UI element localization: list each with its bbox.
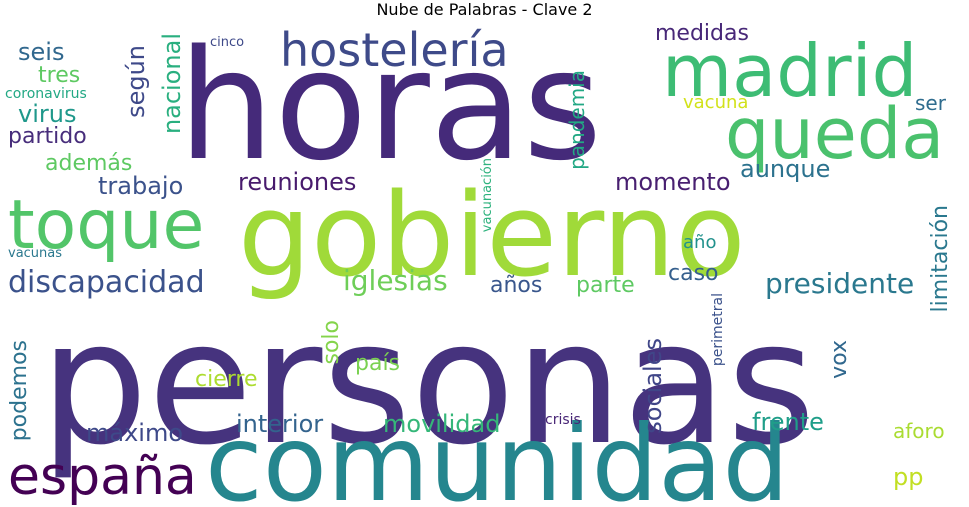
- word-cinco: cinco: [210, 35, 244, 50]
- word-limitacion: limitación: [928, 205, 953, 313]
- word-pandemia: pandemia: [565, 70, 589, 170]
- word-segun: según: [122, 45, 150, 118]
- word-sociales: sociales: [639, 338, 667, 434]
- word-espana: españa: [8, 447, 197, 507]
- word-gobierno: gobierno: [238, 169, 746, 303]
- word-comunidad: comunidad: [205, 403, 789, 507]
- word-solo: solo: [319, 320, 344, 365]
- word-toque: toque: [8, 186, 204, 265]
- word-ser: ser: [915, 91, 947, 115]
- word-perimetral: perimetral: [710, 293, 726, 366]
- word-personas: personas: [40, 285, 815, 483]
- word-horas: horas: [178, 17, 602, 194]
- word-medidas: medidas: [655, 21, 749, 46]
- word-maximo: máximo: [86, 419, 183, 447]
- word-cierre: cierre: [195, 367, 258, 392]
- word-vox: vox: [827, 340, 852, 379]
- word-nacional: nacional: [158, 33, 186, 134]
- word-virus: virus: [18, 100, 76, 128]
- word-discapacidad: discapacidad: [8, 265, 205, 300]
- word-tres: tres: [38, 63, 80, 88]
- word-vacunacion: vacunación: [480, 158, 495, 232]
- figure-title: Nube de Palabras - Clave 2: [376, 0, 593, 19]
- word-pp: pp: [893, 463, 923, 491]
- word-momento: momento: [615, 168, 731, 196]
- word-aforo: aforo: [893, 419, 945, 443]
- word-caso: caso: [668, 261, 719, 286]
- word-crisis: crisis: [545, 412, 581, 428]
- word-iglesias: iglesias: [343, 264, 448, 297]
- word-frente: frente: [752, 408, 824, 436]
- word-madrid: madrid: [662, 29, 917, 113]
- word-aunque: aunque: [740, 155, 830, 183]
- word-anos: años: [490, 273, 542, 298]
- word-reuniones: reuniones: [238, 168, 356, 196]
- word-vacuna: vacuna: [683, 92, 748, 113]
- word-interior: interior: [236, 410, 323, 438]
- word-movilidad: movilidad: [383, 410, 500, 438]
- word-parte: parte: [576, 273, 635, 298]
- word-ano: año: [683, 232, 716, 253]
- word-pais: país: [355, 351, 400, 376]
- word-ademas: además: [45, 151, 132, 176]
- word-hosteleria: hostelería: [280, 23, 509, 77]
- word-queda: queda: [725, 93, 944, 175]
- word-seis: seis: [18, 38, 64, 66]
- word-presidente: presidente: [765, 267, 914, 300]
- word-coronavirus: coronavirus: [5, 86, 87, 102]
- word-trabajo: trabajo: [98, 172, 183, 200]
- word-partido: partido: [8, 124, 87, 149]
- word-vacunas: vacunas: [8, 246, 62, 261]
- word-podemos: podemos: [7, 340, 32, 441]
